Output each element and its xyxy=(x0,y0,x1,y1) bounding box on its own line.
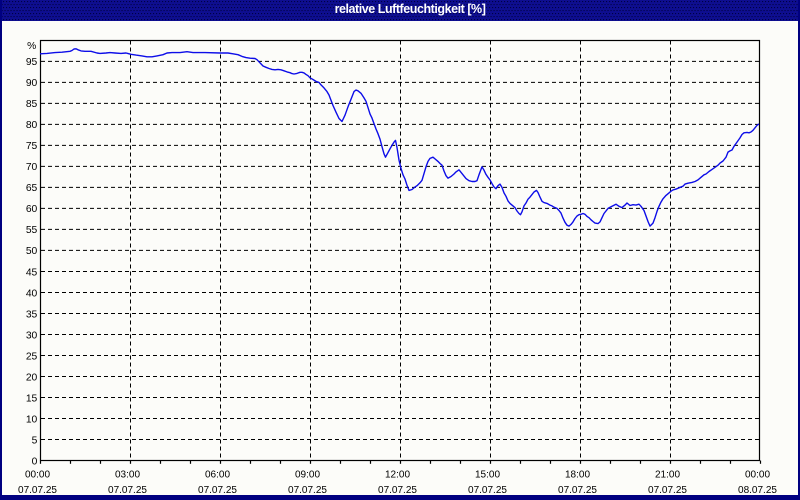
svg-text:80: 80 xyxy=(26,120,38,131)
svg-text:5: 5 xyxy=(32,435,38,446)
svg-text:12:00: 12:00 xyxy=(385,469,410,480)
svg-text:00:00: 00:00 xyxy=(745,469,770,480)
svg-text:07.07.25: 07.07.25 xyxy=(198,485,237,496)
svg-text:35: 35 xyxy=(26,309,38,320)
svg-text:18:00: 18:00 xyxy=(565,469,590,480)
svg-text:70: 70 xyxy=(26,162,38,173)
svg-text:03:00: 03:00 xyxy=(115,469,140,480)
svg-text:07.07.25: 07.07.25 xyxy=(468,485,507,496)
svg-text:65: 65 xyxy=(26,183,38,194)
svg-text:07.07.25: 07.07.25 xyxy=(288,485,327,496)
svg-text:45: 45 xyxy=(26,267,38,278)
svg-text:00:00: 00:00 xyxy=(25,469,50,480)
svg-text:55: 55 xyxy=(26,225,38,236)
svg-text:08.07.25: 08.07.25 xyxy=(738,485,777,496)
svg-text:09:00: 09:00 xyxy=(295,469,320,480)
svg-text:50: 50 xyxy=(26,246,38,257)
svg-text:07.07.25: 07.07.25 xyxy=(558,485,597,496)
svg-text:15: 15 xyxy=(26,393,38,404)
svg-text:07.07.25: 07.07.25 xyxy=(108,485,147,496)
svg-text:95: 95 xyxy=(26,57,38,68)
svg-text:25: 25 xyxy=(26,351,38,362)
svg-text:40: 40 xyxy=(26,288,38,299)
svg-text:07.07.25: 07.07.25 xyxy=(378,485,417,496)
svg-text:07.07.25: 07.07.25 xyxy=(648,485,687,496)
svg-text:30: 30 xyxy=(26,330,38,341)
svg-text:75: 75 xyxy=(26,141,38,152)
svg-text:06:00: 06:00 xyxy=(205,469,230,480)
svg-text:20: 20 xyxy=(26,372,38,383)
svg-text:90: 90 xyxy=(26,78,38,89)
svg-text:%: % xyxy=(27,41,36,52)
svg-text:10: 10 xyxy=(26,414,38,425)
svg-text:07.07.25: 07.07.25 xyxy=(18,485,57,496)
svg-text:15:00: 15:00 xyxy=(475,469,500,480)
svg-text:60: 60 xyxy=(26,204,38,215)
svg-text:85: 85 xyxy=(26,99,38,110)
svg-text:21:00: 21:00 xyxy=(655,469,680,480)
svg-text:0: 0 xyxy=(32,456,38,467)
